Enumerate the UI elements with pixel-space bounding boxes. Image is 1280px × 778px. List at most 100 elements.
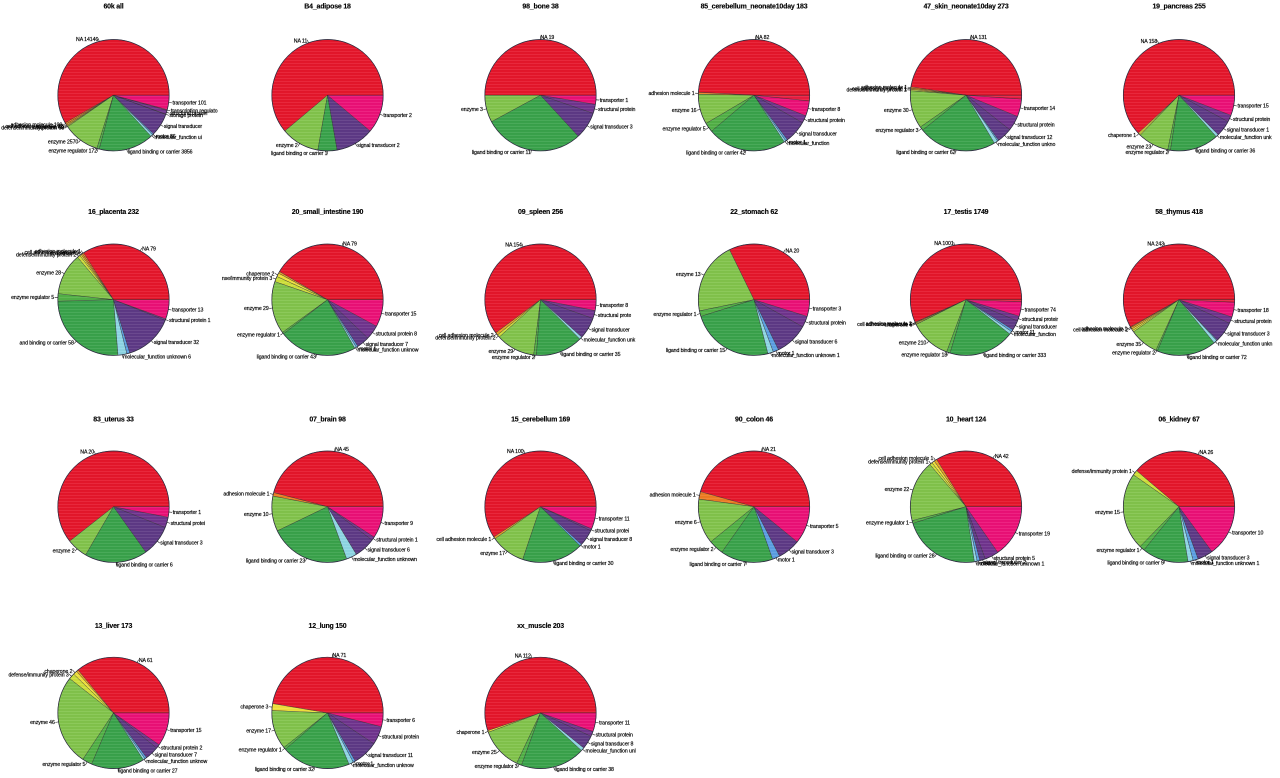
- svg-text:motor 1: motor 1: [359, 347, 376, 353]
- svg-text:chaperone 1: chaperone 1: [456, 730, 484, 736]
- svg-text:transporter 11: transporter 11: [599, 721, 630, 727]
- svg-text:and binding or carrier 58: and binding or carrier 58: [20, 341, 74, 347]
- svg-text:transporter 1: transporter 1: [600, 98, 629, 104]
- svg-text:adhesion molecule 2: adhesion molecule 2: [866, 321, 912, 327]
- svg-text:structural protein: structural protein: [382, 734, 419, 740]
- svg-text:molecular_function unknown 1: molecular_function unknown 1: [1191, 561, 1259, 567]
- svg-text:enzyme 25: enzyme 25: [472, 750, 497, 756]
- svg-text:B4_adipose 18: B4_adipose 18: [304, 4, 351, 11]
- svg-text:NA 100: NA 100: [507, 449, 524, 455]
- svg-text:defense/immunity protein 1: defense/immunity protein 1: [847, 88, 907, 94]
- svg-text:transporter 15: transporter 15: [1237, 104, 1268, 110]
- svg-text:NA 243: NA 243: [1147, 241, 1164, 247]
- svg-text:signal transducer 6: signal transducer 6: [795, 340, 838, 346]
- svg-text:enzyme 17: enzyme 17: [480, 551, 505, 557]
- svg-text:ligand binding or carrier 62: ligand binding or carrier 62: [896, 150, 955, 156]
- svg-text:enzyme regulator 1: enzyme regulator 1: [653, 312, 696, 318]
- svg-text:enzyme 35: enzyme 35: [1116, 342, 1141, 348]
- svg-text:motor 1: motor 1: [777, 351, 794, 357]
- svg-text:defense/immunity protein 58: defense/immunity protein 58: [1, 126, 64, 132]
- svg-text:structural protei: structural protei: [595, 529, 629, 535]
- svg-text:83_uterus 33: 83_uterus 33: [93, 417, 134, 424]
- svg-text:molecular_function unl: molecular_function unl: [586, 749, 636, 755]
- svg-text:transporter 1: transporter 1: [173, 510, 202, 516]
- svg-text:NA 11: NA 11: [294, 39, 308, 45]
- svg-text:signal transducer 32: signal transducer 32: [154, 340, 199, 346]
- svg-text:structural protein 8: structural protein 8: [376, 332, 418, 338]
- svg-text:signal transducer 7: signal transducer 7: [155, 753, 198, 759]
- svg-text:storage protein: storage protein: [169, 113, 203, 119]
- svg-text:NA 21: NA 21: [762, 447, 776, 453]
- svg-text:motor 1: motor 1: [778, 558, 795, 564]
- svg-text:enzyme 15: enzyme 15: [1095, 510, 1120, 516]
- svg-text:NA 131: NA 131: [970, 35, 987, 41]
- svg-text:enzyme 17: enzyme 17: [246, 729, 271, 735]
- svg-text:structural protein: structural protein: [598, 107, 635, 113]
- svg-text:cell adhesion molecule 92: cell adhesion molecule 92: [5, 124, 63, 130]
- svg-text:enzyme 10: enzyme 10: [244, 512, 269, 518]
- svg-text:ligand binding or carrier 9: ligand binding or carrier 9: [1107, 561, 1164, 567]
- svg-text:enzyme regulator 5: enzyme regulator 5: [42, 762, 85, 768]
- svg-text:structural protein: structural protein: [808, 118, 845, 124]
- svg-text:90_colon 46: 90_colon 46: [735, 417, 773, 424]
- svg-text:molecular_function: molecular_function: [787, 141, 829, 147]
- svg-text:enzyme regulator 18: enzyme regulator 18: [901, 353, 947, 359]
- svg-text:enzyme 30: enzyme 30: [884, 108, 909, 114]
- svg-text:structural prote: structural prote: [598, 313, 632, 319]
- svg-text:signal transducer 2: signal transducer 2: [357, 143, 400, 149]
- svg-text:NA 61: NA 61: [139, 658, 153, 664]
- svg-text:chaperone 1: chaperone 1: [1108, 133, 1136, 139]
- svg-text:transporter 10: transporter 10: [1232, 531, 1263, 537]
- svg-text:NA 71: NA 71: [332, 653, 346, 659]
- svg-text:17_testis 1749: 17_testis 1749: [944, 209, 989, 216]
- svg-text:enzyme regulator 5: enzyme regulator 5: [11, 295, 54, 301]
- svg-text:enzyme regulator 1: enzyme regulator 1: [1096, 548, 1139, 554]
- svg-text:signal transducer 1: signal transducer 1: [1227, 128, 1270, 134]
- svg-text:58_thymus 418: 58_thymus 418: [1155, 209, 1203, 216]
- svg-text:NA 26: NA 26: [1200, 450, 1214, 456]
- svg-text:transporter 9: transporter 9: [385, 521, 414, 527]
- svg-text:07_brain 98: 07_brain 98: [309, 417, 346, 424]
- svg-text:xx_muscle 203: xx_muscle 203: [517, 623, 564, 630]
- svg-text:transporter 18: transporter 18: [1238, 308, 1269, 314]
- svg-text:85_cerebellum_neonate10day 183: 85_cerebellum_neonate10day 183: [701, 4, 808, 11]
- svg-text:10_heart 124: 10_heart 124: [946, 417, 986, 424]
- svg-text:ligand binding or carrier 11: ligand binding or carrier 11: [472, 150, 531, 156]
- svg-text:enzyme 16: enzyme 16: [672, 108, 697, 114]
- svg-text:ligand binding or carrier 1: ligand binding or carrier 1: [271, 151, 328, 157]
- svg-text:enzyme 22: enzyme 22: [885, 487, 910, 493]
- svg-text:nse/immunity protein 3: nse/immunity protein 3: [222, 276, 273, 282]
- svg-text:chaperone 1: chaperone 1: [50, 251, 78, 257]
- svg-text:motor 1: motor 1: [356, 762, 373, 768]
- svg-text:motor 86: motor 86: [156, 134, 176, 140]
- svg-text:transporter 19: transporter 19: [1019, 531, 1050, 537]
- svg-text:adhesion molecule 1: adhesion molecule 1: [648, 91, 694, 97]
- svg-text:transporter 8: transporter 8: [600, 303, 629, 309]
- svg-text:cell adhesion molecule 2: cell adhesion molecule 2: [439, 333, 494, 339]
- svg-text:structural protein 5: structural protein 5: [994, 556, 1036, 562]
- svg-text:motor 1: motor 1: [979, 561, 996, 567]
- svg-text:molecular_function unknow: molecular_function unknow: [353, 763, 414, 769]
- svg-text:ligand binding or carrier 6: ligand binding or carrier 6: [116, 562, 173, 568]
- svg-text:ligand binding or carrier 23: ligand binding or carrier 23: [246, 558, 305, 564]
- svg-text:ligand binding or carrier 43: ligand binding or carrier 43: [257, 354, 316, 360]
- svg-text:transporter 5: transporter 5: [810, 524, 839, 530]
- svg-text:molecular_function unknow: molecular_function unknow: [146, 759, 207, 765]
- svg-text:enzyme 2: enzyme 2: [53, 548, 75, 554]
- svg-text:ligand binding or carrier 36: ligand binding or carrier 36: [1196, 149, 1255, 155]
- svg-text:enzyme regulator 1: enzyme regulator 1: [239, 748, 282, 754]
- svg-text:ligand binding or carrier 3856: ligand binding or carrier 3856: [128, 149, 193, 155]
- svg-text:molecular_function unknown: molecular_function unknown: [353, 557, 417, 563]
- svg-text:ligand binding or carrier 42: ligand binding or carrier 42: [686, 150, 745, 156]
- svg-text:molecular_function unkn: molecular_function unkn: [1218, 341, 1273, 347]
- svg-text:defense/immunity protein 1: defense/immunity protein 1: [1072, 469, 1132, 475]
- svg-text:enzyme 2: enzyme 2: [276, 143, 298, 149]
- svg-text:structural protein: structural protein: [1017, 122, 1054, 128]
- svg-text:enzyme regulator 1: enzyme regulator 1: [237, 332, 280, 338]
- svg-text:NA 14146: NA 14146: [76, 37, 98, 43]
- svg-text:NA 19: NA 19: [541, 35, 555, 41]
- svg-text:defense/immunity protein 2: defense/immunity protein 2: [435, 335, 495, 341]
- svg-text:enzyme 3: enzyme 3: [461, 107, 483, 113]
- svg-text:enzyme regulator 2: enzyme regulator 2: [1125, 150, 1168, 156]
- svg-text:enzyme regulator 2: enzyme regulator 2: [670, 547, 713, 553]
